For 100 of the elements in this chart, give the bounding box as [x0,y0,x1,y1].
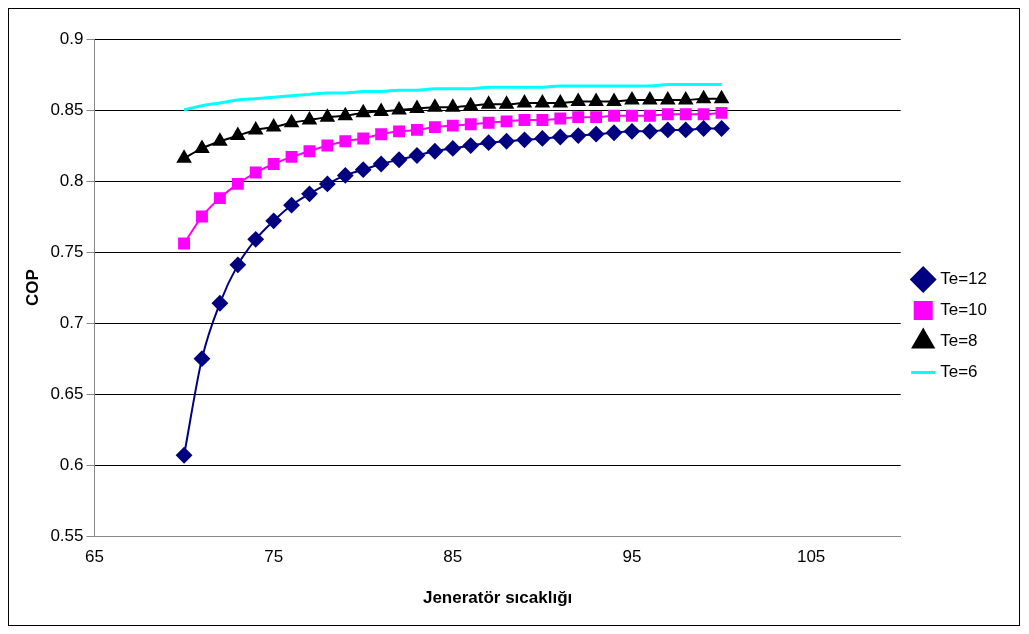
y-tick-label: 0.65 [50,383,84,403]
point [229,256,246,273]
y-tick-label: 0.8 [59,170,84,190]
point [374,103,389,116]
point [247,231,264,248]
point [626,109,638,122]
point [213,192,226,205]
point [696,90,711,104]
point [301,185,318,202]
point [267,158,280,170]
point [212,133,227,146]
point [589,93,604,107]
point [713,120,730,137]
point [393,125,406,138]
point [285,150,298,163]
point [176,447,193,464]
point [248,121,263,135]
point [606,124,623,141]
point [392,102,407,115]
point [444,140,461,157]
point [570,127,587,144]
point [677,121,694,138]
point [302,111,317,125]
point [517,94,532,108]
point [571,93,586,107]
point [641,123,658,140]
point [194,140,210,153]
point [408,147,425,164]
point [284,114,299,128]
legend-label: Te=12 [940,269,988,289]
point [196,210,208,223]
point [499,96,514,109]
point [283,197,300,214]
x-tick-label: 65 [85,547,104,567]
point [462,137,479,154]
legend-label: Te=6 [940,362,978,382]
y-tick-label: 0.7 [59,312,84,332]
point [356,104,371,118]
y-tick-label: 0.55 [50,525,84,545]
point [445,99,460,112]
point [498,133,515,150]
point [339,135,352,148]
point [590,111,603,124]
point [518,114,531,126]
y-tick-label: 0.75 [50,241,84,261]
point [608,109,620,122]
point [535,94,550,108]
point [409,100,425,114]
point [695,120,712,137]
point [265,212,282,229]
point [338,107,353,121]
point [482,116,495,129]
point [679,108,692,121]
y-axis-title: COP [22,269,42,307]
point [697,108,710,121]
point [623,123,640,140]
point [320,109,335,122]
x-tick-label: 75 [264,547,284,567]
point [427,99,442,112]
point [193,350,210,367]
point [624,92,640,105]
y-tick-label: 0.6 [59,454,84,474]
point [357,132,370,145]
y-tick-label: 0.85 [50,99,84,119]
point [231,177,244,190]
point [211,295,228,312]
point [552,129,569,146]
point [516,131,533,148]
point [375,128,388,141]
point [642,92,657,105]
point [230,127,245,141]
legend-label: Te=8 [940,331,978,351]
point [678,92,693,105]
x-tick-label: 95 [622,547,642,567]
point [659,121,676,138]
point [373,156,390,173]
point [178,237,191,250]
point [554,112,567,125]
point [715,106,728,119]
point [337,167,354,184]
point [411,123,423,136]
point [553,94,568,108]
point [536,114,549,126]
point [177,150,192,163]
point [661,108,674,121]
x-tick-label: 105 [796,547,826,567]
point [446,119,459,132]
point [355,161,372,178]
point [588,126,605,143]
line-series [182,82,724,112]
x-tick-label: 85 [443,547,463,567]
point [249,166,262,179]
point [463,97,478,111]
point [480,134,497,151]
point [481,96,496,109]
legend-label: Te=10 [940,300,988,320]
point [660,92,675,105]
point [572,111,585,124]
point [319,175,336,192]
point [426,143,443,160]
